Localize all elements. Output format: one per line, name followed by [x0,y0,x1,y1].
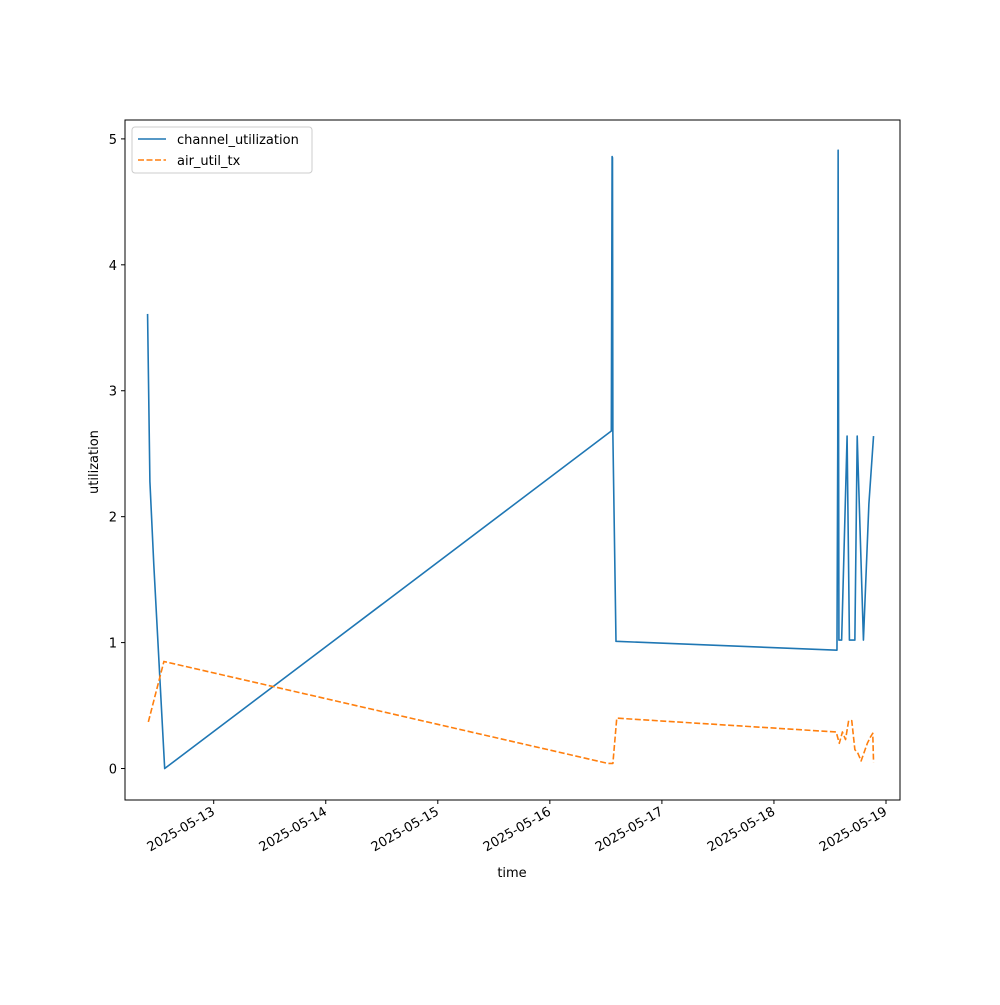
legend-label-channel-utilization: channel_utilization [177,133,299,148]
y-axis-label: utilization [87,430,102,494]
plot-frame [124,119,901,801]
plot-area [125,120,900,800]
legend: channel_utilization air_util_tx [131,126,313,174]
y-tick-label: 2 [109,511,117,526]
y-tick-label: 4 [109,259,117,274]
y-tick-label: 0 [109,763,117,778]
series-line-air-util-tx [147,660,875,765]
legend-box [131,126,313,174]
series-lines [146,149,875,770]
y-tick-label: 5 [109,133,117,148]
series-line-channel-utilization [146,149,875,770]
y-tick-label: 3 [109,385,117,400]
y-axis-ticks: 0 1 2 3 4 5 [109,133,125,778]
y-tick-label: 1 [109,637,117,652]
x-axis-label: time [497,866,526,881]
legend-label-air-util-tx: air_util_tx [177,154,241,169]
